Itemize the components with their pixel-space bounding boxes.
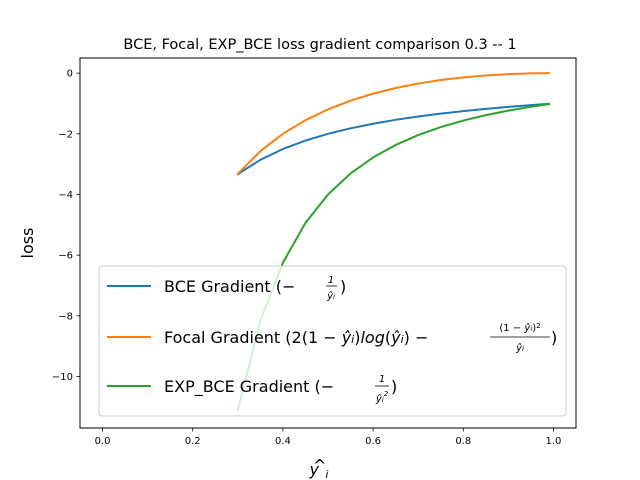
series-line-2 xyxy=(236,102,551,412)
svg-text:ŷi: ŷi xyxy=(515,342,524,354)
axes-frame xyxy=(79,57,577,429)
svg-text:EXP_BCE Gradient (−: EXP_BCE Gradient (− xyxy=(164,377,334,397)
x-tick-label: 1.0 xyxy=(546,436,562,447)
svg-text:1: 1 xyxy=(328,275,334,286)
svg-text:BCE Gradient (−: BCE Gradient (− xyxy=(164,277,295,296)
svg-text:): ) xyxy=(551,328,557,347)
svg-text:): ) xyxy=(391,377,397,396)
x-axis-label: y^i xyxy=(309,456,329,480)
x-tick-label: 0.4 xyxy=(275,436,291,447)
svg-text:(1 − ŷi)2: (1 − ŷi)2 xyxy=(499,322,540,334)
legend: BCE Gradient (− 1 ŷi ) Focal Gradient (2… xyxy=(98,265,567,417)
legend-box xyxy=(98,265,567,417)
series-layer xyxy=(236,72,551,412)
svg-text:y^i: y^i xyxy=(309,456,329,480)
x-tick-label: 0.0 xyxy=(95,436,111,447)
svg-text:1: 1 xyxy=(379,374,385,385)
x-axis: 0.0 0.2 0.4 0.6 0.8 1.0 xyxy=(95,428,562,447)
x-tick-label: 0.2 xyxy=(185,436,201,447)
y-tick-label: −8 xyxy=(58,311,73,322)
series-line-0 xyxy=(236,102,551,176)
legend-label-bce: BCE Gradient (− 1 ŷi ) xyxy=(164,275,346,302)
y-axis-label: loss xyxy=(18,228,37,259)
y-tick-label: −2 xyxy=(58,129,73,140)
legend-label-exp-bce: EXP_BCE Gradient (− 1 ŷi2 ) xyxy=(164,374,397,405)
y-tick-label: −4 xyxy=(58,190,73,201)
x-tick-label: 0.8 xyxy=(455,436,471,447)
chart-title: BCE, Focal, EXP_BCE loss gradient compar… xyxy=(123,37,516,53)
svg-text:Focal Gradient (2(1 − ŷi)log(ŷ: Focal Gradient (2(1 − ŷi)log(ŷi) − xyxy=(164,328,428,347)
plot-area xyxy=(79,57,577,429)
y-axis: 0 −2 −4 −6 −8 −10 xyxy=(52,69,80,383)
svg-text:): ) xyxy=(340,277,346,296)
svg-text:ŷi: ŷi xyxy=(326,290,335,302)
legend-label-focal: Focal Gradient (2(1 − ŷi)log(ŷi) − (1 − … xyxy=(164,322,557,354)
series-line-1 xyxy=(236,72,550,176)
y-tick-label: −10 xyxy=(52,372,73,383)
x-tick-label: 0.6 xyxy=(365,436,381,447)
y-tick-label: 0 xyxy=(67,69,73,80)
y-tick-label: −6 xyxy=(58,251,73,262)
